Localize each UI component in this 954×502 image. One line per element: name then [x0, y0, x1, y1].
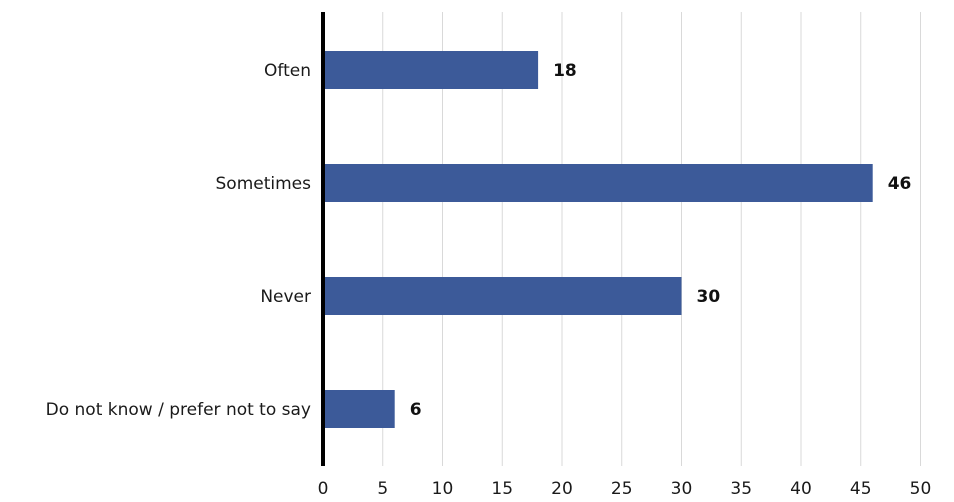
x-tick-label-5: 5 — [377, 479, 388, 499]
x-tick-label-25: 25 — [611, 479, 633, 499]
category-label-never: Never — [260, 287, 311, 307]
data-labels: 18 46 30 6 — [410, 61, 912, 420]
x-tick-label-0: 0 — [318, 479, 329, 499]
bar-sometimes — [323, 164, 873, 202]
x-tick-label-45: 45 — [850, 479, 872, 499]
category-label-often: Often — [264, 61, 311, 81]
x-tick-label-50: 50 — [910, 479, 932, 499]
category-label-sometimes: Sometimes — [216, 174, 312, 194]
x-tick-label-15: 15 — [491, 479, 513, 499]
x-tick-label-40: 40 — [790, 479, 812, 499]
bars — [323, 51, 873, 428]
x-tick-label-20: 20 — [551, 479, 573, 499]
x-tick-label-10: 10 — [432, 479, 454, 499]
data-label-never: 30 — [697, 287, 721, 307]
category-labels: Often Sometimes Never Do not know / prefer … — [46, 61, 311, 420]
bar-often — [323, 51, 539, 89]
data-label-sometimes: 46 — [888, 174, 912, 194]
bar-do-not-know-prefer-not-to-say — [323, 390, 395, 428]
data-label-do-not-know-prefer-not-to-say: 6 — [410, 400, 422, 420]
category-label-do-not-know-prefer-not-to-say: Do not know / prefer not to say — [46, 400, 311, 420]
x-tick-label-30: 30 — [671, 479, 693, 499]
x-tick-label-35: 35 — [730, 479, 752, 499]
data-label-often: 18 — [553, 61, 577, 81]
x-axis-tick-labels: 0 5 10 15 20 25 30 35 40 45 50 — [318, 479, 932, 499]
bar-never — [323, 277, 682, 315]
